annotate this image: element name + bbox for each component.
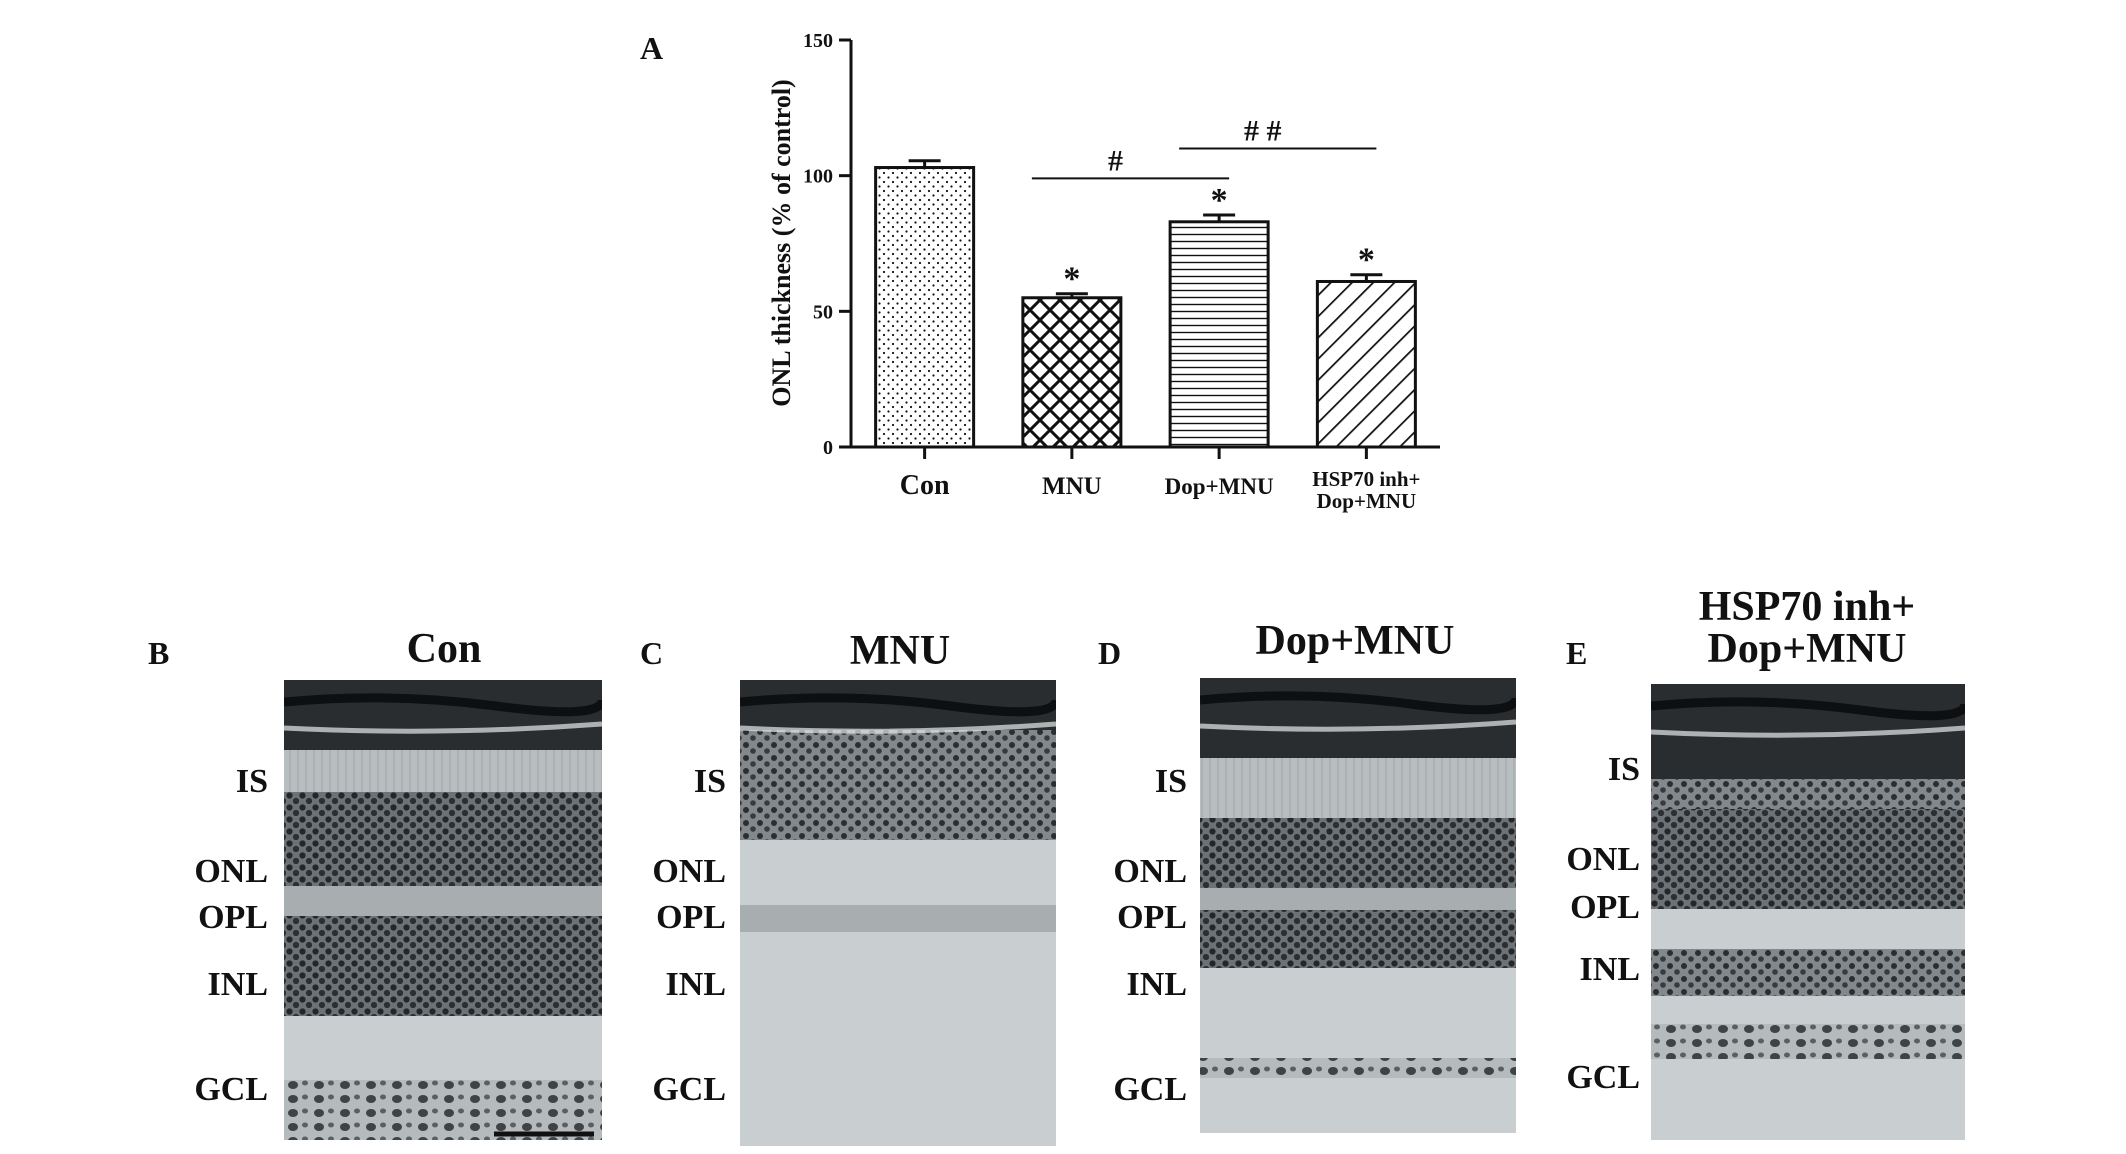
y-axis-title: ONL thickness (% of control) — [767, 79, 796, 406]
layer-label-is: IS — [1608, 751, 1640, 788]
layer-label-inl: INL — [208, 966, 268, 1003]
micrograph-panel-d: D Dop+MNU IS ONL OPL INL GCL — [1098, 618, 1516, 1133]
layer-label-gcl: GCL — [1113, 1071, 1187, 1108]
panel-title: Dop+MNU — [1708, 626, 1907, 672]
panel-label: E — [1566, 635, 1587, 671]
significance-brackets: # # # — [1031, 115, 1377, 180]
layer-label-opl: OPL — [1570, 889, 1640, 926]
panel-label: B — [148, 635, 169, 671]
layer-label-gcl: GCL — [652, 1071, 726, 1108]
micrograph-panel-b: B Con IS ONL OPL INL GCL — [148, 626, 602, 1140]
bar — [1315, 279, 1417, 449]
layer-label-is: IS — [694, 763, 726, 800]
panel-title: Con — [407, 626, 482, 672]
x-axis-labels: Con MNU Dop+MNU HSP70 inh+Dop+MNU — [900, 447, 1421, 513]
layer-label-opl: OPL — [1117, 899, 1187, 936]
retina-micrograph-image — [1200, 678, 1516, 1133]
x-tick-label: HSP70 inh+ — [1312, 467, 1420, 491]
y-tick-label: 50 — [813, 301, 833, 323]
bar — [1168, 220, 1270, 449]
layer-label-is: IS — [1155, 763, 1187, 800]
layer-label-onl: ONL — [1566, 841, 1640, 878]
layer-label-opl: OPL — [656, 899, 726, 936]
panel-label-a: A — [640, 30, 663, 66]
bar — [874, 166, 976, 449]
panel-title: MNU — [850, 628, 950, 674]
x-tick-label: Con — [900, 470, 950, 501]
micrograph-panel-c: C MNU IS ONL OPL INL GCL — [640, 628, 1056, 1146]
y-axis-ticks: 0 50 100 150 — [803, 30, 851, 459]
bar — [1021, 296, 1123, 449]
significance-mark: * — [1063, 261, 1080, 298]
layer-label-opl: OPL — [198, 899, 268, 936]
layer-label-onl: ONL — [1113, 853, 1187, 890]
y-tick-label: 0 — [823, 437, 833, 459]
significance-mark: * — [1211, 182, 1228, 219]
panel-label: D — [1098, 635, 1121, 671]
bars: * * * — [874, 159, 1417, 449]
panel-label: C — [640, 635, 663, 671]
panel-title: Dop+MNU — [1256, 618, 1455, 664]
layer-label-inl: INL — [666, 966, 726, 1003]
bar-chart: A 0 50 100 150 ONL thickness (% of control)… — [640, 30, 1440, 513]
bracket-label: # — [1108, 144, 1123, 177]
layer-label-is: IS — [236, 763, 268, 800]
layer-label-gcl: GCL — [1566, 1059, 1640, 1096]
panel-title: HSP70 inh+ — [1699, 584, 1916, 630]
y-tick-label: 150 — [803, 30, 833, 52]
x-tick-label: MNU — [1042, 473, 1102, 500]
retina-micrograph-image — [1651, 684, 1965, 1140]
layer-label-onl: ONL — [652, 853, 726, 890]
layer-label-onl: ONL — [194, 853, 268, 890]
micrograph-panels: B Con IS ONL OPL INL GCL C MNU IS ONL OPL INL GCL D Dop… — [148, 584, 1965, 1146]
x-tick-label: Dop+MNU — [1165, 474, 1274, 499]
y-tick-label: 100 — [803, 166, 833, 188]
layer-label-gcl: GCL — [194, 1071, 268, 1108]
layer-label-inl: INL — [1127, 966, 1187, 1003]
retina-micrograph-image — [284, 680, 602, 1140]
retina-micrograph-image — [740, 680, 1056, 1146]
bracket-label: # # — [1244, 115, 1282, 148]
significance-mark: * — [1358, 242, 1375, 279]
layer-label-inl: INL — [1580, 951, 1640, 988]
x-tick-label: Dop+MNU — [1317, 489, 1416, 513]
micrograph-panel-e: E HSP70 inh+Dop+MNU IS ONL OPL INL GCL — [1566, 584, 1965, 1140]
